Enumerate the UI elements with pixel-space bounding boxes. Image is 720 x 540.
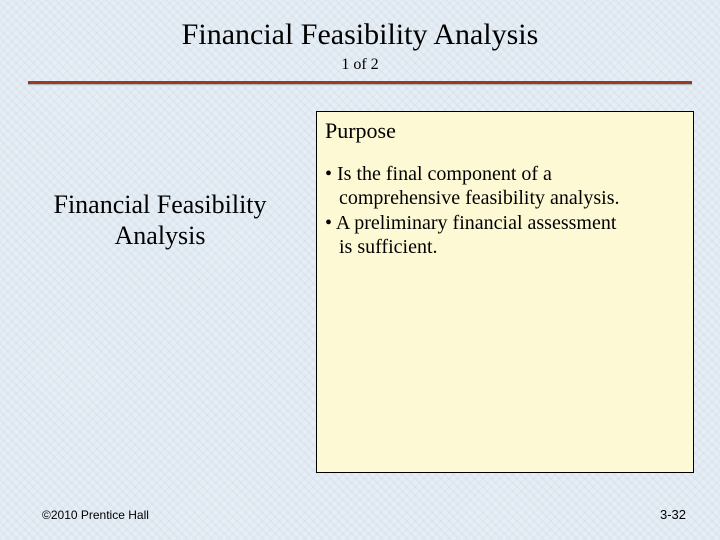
purpose-heading: Purpose xyxy=(325,118,396,144)
left-heading-line1: Financial Feasibility xyxy=(53,190,266,219)
bullet-2-line-2: is sufficient. xyxy=(325,235,683,259)
slide-subtitle: 1 of 2 xyxy=(0,56,720,74)
slide-title: Financial Feasibility Analysis xyxy=(0,18,720,52)
bullet-1-line-2: comprehensive feasibility analysis. xyxy=(325,186,683,210)
bullet-2-line-1: • A preliminary financial assessment xyxy=(325,211,683,235)
purpose-body: • Is the final component of a comprehens… xyxy=(325,162,683,260)
bullet-1-line-1: • Is the final component of a xyxy=(325,162,683,186)
page-number: 3-32 xyxy=(660,507,686,522)
copyright-text: ©2010 Prentice Hall xyxy=(42,508,149,522)
left-heading: Financial Feasibility Analysis xyxy=(30,190,290,251)
left-heading-line2: Analysis xyxy=(115,221,206,250)
purpose-box: Purpose • Is the final component of a co… xyxy=(316,111,694,473)
horizontal-rule xyxy=(28,81,692,84)
